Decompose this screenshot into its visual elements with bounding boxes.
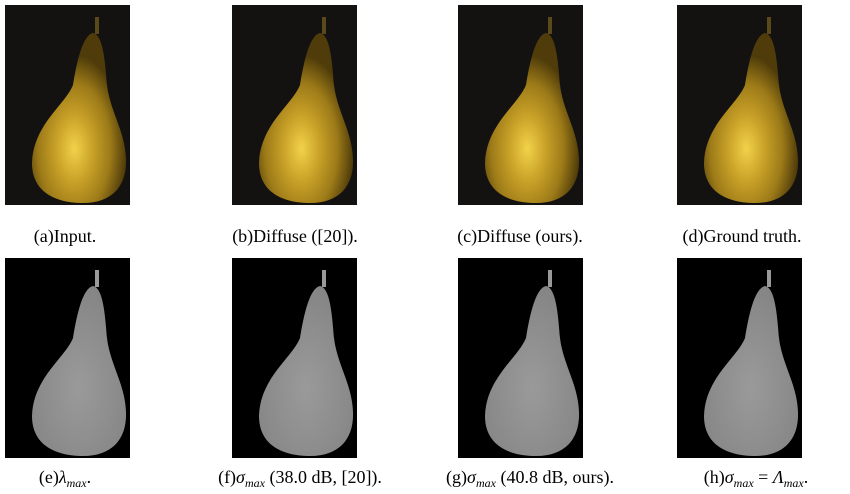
caption: (f)σmax (38.0 dB, [20]). xyxy=(218,467,382,491)
caption-text: (40.8 dB, ours). xyxy=(496,467,614,487)
math-subscript: max xyxy=(245,476,265,490)
caption-text: (c)Diffuse (ours). xyxy=(457,226,583,246)
math-symbol: σ xyxy=(725,467,734,487)
caption-text: (g) xyxy=(446,467,467,487)
caption-text: (b)Diffuse ([20]). xyxy=(232,226,358,246)
map-image xyxy=(677,258,802,458)
caption-text: (e) xyxy=(39,467,59,487)
caption: (h)σmax = Λmax. xyxy=(704,467,808,491)
caption-text: (a)Input. xyxy=(34,226,96,246)
caption: (c)Diffuse (ours). xyxy=(457,226,583,247)
math-symbol: σ xyxy=(236,467,245,487)
math-symbol: λ xyxy=(59,467,67,487)
caption-text: (f) xyxy=(218,467,236,487)
math-subscript: max xyxy=(734,476,754,490)
map-image xyxy=(5,258,130,458)
stem xyxy=(322,270,326,287)
caption-text: (h) xyxy=(704,467,725,487)
stem xyxy=(548,270,552,287)
caption: (b)Diffuse ([20]). xyxy=(232,226,358,247)
caption-text: . xyxy=(804,467,809,487)
stem xyxy=(95,270,99,287)
stem xyxy=(95,17,99,34)
caption-text: (d)Ground truth. xyxy=(683,226,802,246)
map-image xyxy=(458,258,583,458)
math-subscript: max xyxy=(67,476,87,490)
caption-text: (38.0 dB, [20]). xyxy=(265,467,382,487)
map-image xyxy=(232,258,357,458)
photo xyxy=(677,5,802,205)
caption: (e)λmax. xyxy=(39,467,91,491)
photo xyxy=(232,5,357,205)
stem xyxy=(322,17,326,34)
math-symbol: Λ xyxy=(773,467,784,487)
caption-text: . xyxy=(87,467,92,487)
stem xyxy=(548,17,552,34)
photo xyxy=(5,5,130,205)
stem xyxy=(767,270,771,287)
math-symbol: σ xyxy=(467,467,476,487)
photo xyxy=(458,5,583,205)
math-subscript: max xyxy=(784,476,804,490)
stem xyxy=(767,17,771,34)
caption: (a)Input. xyxy=(34,226,96,247)
caption-text: = xyxy=(754,467,773,487)
math-subscript: max xyxy=(476,476,496,490)
caption: (d)Ground truth. xyxy=(683,226,802,247)
caption: (g)σmax (40.8 dB, ours). xyxy=(446,467,614,491)
figure: (a)Input. (b)Diffuse ([20]). (c)Diffuse (o… xyxy=(0,0,850,494)
